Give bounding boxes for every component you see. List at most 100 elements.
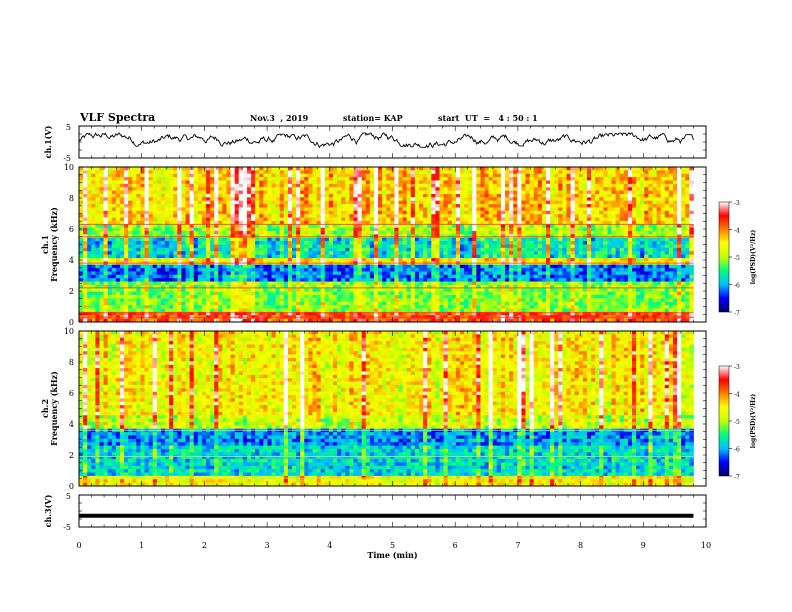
spectrogram-cell xyxy=(99,220,104,225)
spectrogram-cell xyxy=(554,247,559,252)
spectrogram-cell xyxy=(554,251,559,256)
spectrogram-cell xyxy=(533,244,539,249)
spectrogram-cell xyxy=(660,173,666,178)
spectrogram-cell xyxy=(390,237,395,242)
spectrogram-cell xyxy=(419,257,424,262)
spectrogram-cell xyxy=(664,268,670,272)
spectrogram-cell xyxy=(455,193,461,198)
spectrogram-cell xyxy=(373,244,379,249)
spectrogram-cell xyxy=(337,271,342,276)
spectrogram-cell xyxy=(271,241,277,245)
spectrogram-cell xyxy=(283,214,289,218)
spectrogram-cell xyxy=(623,200,629,205)
spectrogram-cell xyxy=(156,193,162,198)
spectrogram-cell xyxy=(349,204,354,208)
spectrogram-cell xyxy=(267,224,272,229)
spectrogram-cell xyxy=(132,247,137,252)
spectrogram-cell xyxy=(660,180,666,185)
spectrogram-cell xyxy=(373,177,379,181)
spectrogram-cell xyxy=(169,227,174,232)
spectrogram-cell xyxy=(193,251,199,256)
spectrogram-cell xyxy=(185,197,191,202)
spectrogram-cell xyxy=(496,207,502,212)
spectrogram-cell xyxy=(480,180,485,185)
spectrogram-cell xyxy=(300,264,305,269)
spectrogram-cell xyxy=(582,224,588,229)
spectrogram-cell xyxy=(423,268,428,272)
spectrogram-cell xyxy=(451,241,457,245)
spectrogram-cell xyxy=(238,254,244,259)
spectrogram-cell xyxy=(554,170,559,175)
spectrogram-cell xyxy=(615,220,621,225)
spectrogram-cell xyxy=(140,244,145,249)
spectrogram-cell xyxy=(443,237,449,242)
spectrogram-cell xyxy=(394,207,399,212)
spectrogram-cell xyxy=(459,217,465,222)
spectrogram-cell xyxy=(468,241,473,245)
spectrogram-cell xyxy=(279,167,285,171)
spectrogram-cell xyxy=(119,227,125,232)
spectrogram-cell xyxy=(296,180,301,185)
spectrogram-cell xyxy=(529,197,535,202)
spectrogram-cell xyxy=(365,193,371,198)
spectrogram-cell xyxy=(636,177,641,181)
spectrogram-cell xyxy=(197,274,203,279)
spectrogram-cell xyxy=(365,204,371,208)
spectrogram-cell xyxy=(582,197,588,202)
spectrogram-cell xyxy=(382,210,387,215)
spectrogram-cell xyxy=(332,224,338,229)
spectrogram-cell xyxy=(378,193,383,198)
spectrogram-cell xyxy=(308,227,313,232)
spectrogram-cell xyxy=(205,227,211,232)
spectrogram-cell xyxy=(169,247,174,252)
spectrogram-cell xyxy=(275,257,281,262)
spectrogram-cell xyxy=(222,251,227,256)
spectrogram-cell xyxy=(435,193,440,198)
spectrogram-cell xyxy=(226,190,231,195)
spectrogram-cell xyxy=(165,190,170,195)
spectrogram-cell xyxy=(648,204,653,208)
spectrogram-cell xyxy=(132,207,137,212)
spectrogram-cell xyxy=(677,271,682,276)
spectrogram-cell xyxy=(382,227,387,232)
spectrogram-cell xyxy=(443,214,449,218)
spectrogram-cell xyxy=(365,220,371,225)
spectrogram-cell xyxy=(111,193,117,198)
spectrogram-cell xyxy=(419,237,424,242)
spectrogram-cell xyxy=(562,200,567,205)
spectrogram-cell xyxy=(152,264,158,269)
spectrogram-cell xyxy=(193,190,199,195)
spectrogram-cell xyxy=(488,197,494,202)
spectrogram-cell xyxy=(95,237,100,242)
spectrogram-cell xyxy=(353,190,358,195)
spectrogram-cell xyxy=(210,257,215,262)
spectrogram-cell xyxy=(578,180,584,185)
spectrogram-cell xyxy=(234,210,240,215)
spectrogram-cell xyxy=(611,241,617,245)
spectrogram-cell xyxy=(369,207,375,212)
spectrogram-cell xyxy=(238,187,244,191)
spectrogram-cell xyxy=(382,244,387,249)
spectrogram-cell xyxy=(283,274,289,279)
spectrogram-cell xyxy=(197,237,203,242)
spectrogram-cell xyxy=(185,241,191,245)
spectrogram-cell xyxy=(668,244,674,249)
spectrogram-cell xyxy=(435,187,440,191)
spectrogram-cell xyxy=(185,193,191,198)
spectrogram-cell xyxy=(165,204,170,208)
spectrogram-cell xyxy=(95,217,100,222)
spectrogram-cell xyxy=(189,177,195,181)
spectrogram-cell xyxy=(312,247,317,252)
spectrogram-cell xyxy=(566,183,571,188)
spectrogram-cell xyxy=(144,268,150,272)
spectrogram-cell xyxy=(107,190,113,195)
spectrogram-cell xyxy=(316,190,322,195)
spectrogram-cell xyxy=(320,183,326,188)
spectrogram-cell xyxy=(181,173,186,178)
spectrogram-cell xyxy=(255,197,260,202)
spectrogram-cell xyxy=(365,244,371,249)
spectrogram-cell xyxy=(513,207,518,212)
spectrogram-cell xyxy=(214,237,219,242)
spectrogram-cell xyxy=(545,224,551,229)
spectrogram-cell xyxy=(316,224,322,229)
